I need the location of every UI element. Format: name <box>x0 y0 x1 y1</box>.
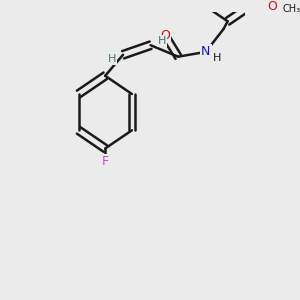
Text: O: O <box>160 29 170 42</box>
Text: O: O <box>267 1 277 13</box>
Text: F: F <box>102 155 109 168</box>
Text: H: H <box>158 36 166 46</box>
Text: H: H <box>107 54 116 64</box>
Text: H: H <box>213 52 221 63</box>
Text: N: N <box>201 45 210 58</box>
Text: CH₃: CH₃ <box>283 4 300 14</box>
